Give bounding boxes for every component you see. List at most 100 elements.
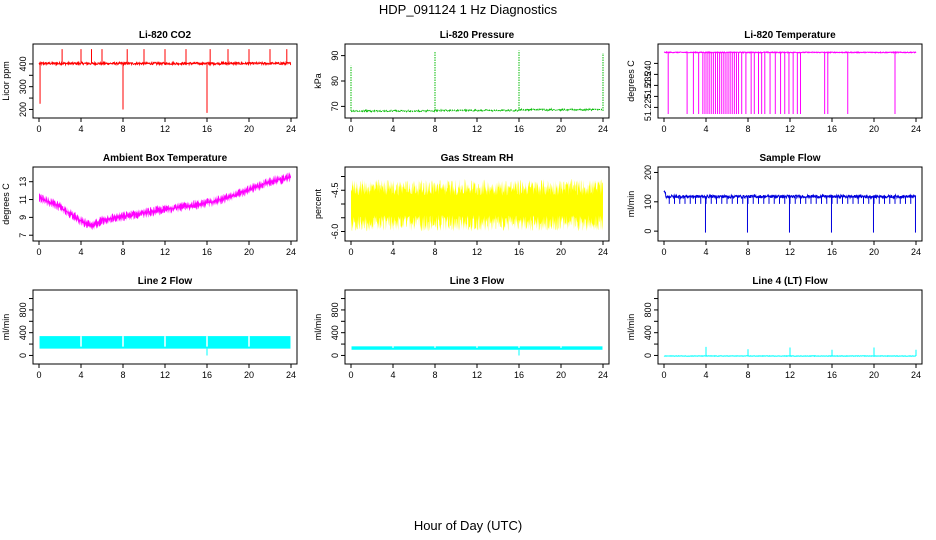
x-tick-label: 20 — [244, 124, 254, 134]
panel-1: Li-820 CO2 Licor ppm 0 4 8 12 16 20 24 200 300 400 — [1, 30, 298, 134]
y-tick-label: 400 — [18, 325, 28, 340]
y-axis-label: degrees C — [1, 183, 11, 225]
y-tick-label: 0 — [18, 353, 28, 358]
x-tick-label: 0 — [36, 370, 41, 380]
y-tick-label: 11 — [18, 195, 28, 204]
x-tick-label: 24 — [598, 370, 608, 380]
y-tick-label: 13 — [18, 177, 28, 187]
y-tick-label: 800 — [18, 302, 28, 317]
x-tick-label: 12 — [472, 124, 482, 134]
x-tick-label: 0 — [348, 247, 353, 257]
series-trace — [350, 107, 604, 113]
y-axis-label: ml/min — [626, 191, 636, 218]
x-tick-label: 20 — [244, 247, 254, 257]
x-tick-label: 12 — [785, 247, 795, 257]
x-tick-label: 4 — [390, 247, 395, 257]
x-tick-label: 4 — [78, 247, 83, 257]
x-tick-label: 16 — [202, 124, 212, 134]
y-tick-label: 0 — [643, 229, 653, 234]
panel-title: Sample Flow — [759, 153, 820, 164]
x-tick-label: 12 — [160, 247, 170, 257]
x-tick-label: 20 — [244, 370, 254, 380]
x-tick-label: 4 — [78, 370, 83, 380]
series-band — [351, 346, 603, 350]
y-tick-label: 90 — [330, 51, 340, 61]
x-tick-label: 4 — [703, 370, 708, 380]
x-tick-label: 20 — [869, 124, 879, 134]
x-tick-label: 0 — [36, 247, 41, 257]
y-tick-label: 51.240 — [643, 61, 653, 89]
y-axis-label: degrees C — [626, 60, 636, 102]
x-tick-label: 12 — [472, 370, 482, 380]
y-tick-label: 0 — [330, 353, 340, 358]
x-tick-label: 8 — [745, 370, 750, 380]
panel-title: Line 3 Flow — [450, 276, 505, 287]
y-tick-label: 70 — [330, 101, 340, 111]
plot-frame — [657, 166, 923, 242]
series-line — [663, 50, 917, 114]
x-tick-label: 24 — [286, 370, 296, 380]
panel-4: Ambient Box Temperature degrees C 0 4 8 12 16 2… — [1, 153, 298, 257]
y-tick-label: 51.235 — [643, 72, 653, 100]
x-tick-label: 20 — [556, 370, 566, 380]
y-tick-label: 800 — [643, 302, 653, 317]
x-tick-label: 8 — [120, 247, 125, 257]
x-tick-label: 12 — [785, 124, 795, 134]
y-tick-label: 200 — [643, 165, 653, 180]
plot-frame — [32, 289, 298, 365]
y-tick-label: 400 — [643, 325, 653, 340]
x-tick-label: 8 — [120, 370, 125, 380]
y-tick-label: 7 — [18, 233, 28, 238]
plot-frame — [344, 43, 610, 119]
x-tick-label: 16 — [202, 247, 212, 257]
series-band — [39, 172, 291, 231]
x-tick-label: 0 — [36, 124, 41, 134]
plot-frame — [657, 43, 923, 119]
x-tick-label: 8 — [745, 247, 750, 257]
x-tick-label: 8 — [432, 124, 437, 134]
y-tick-label: 9 — [18, 215, 28, 220]
x-tick-label: 16 — [514, 247, 524, 257]
figure-x-axis-label: Hour of Day (UTC) — [413, 518, 523, 533]
x-tick-label: 20 — [869, 247, 879, 257]
x-tick-label: 0 — [348, 124, 353, 134]
x-tick-label: 24 — [598, 247, 608, 257]
panel-5: Gas Stream RH percent 0 4 8 12 16 20 24 -6.0 -4.5 — [313, 153, 610, 257]
y-tick-label: 200 — [18, 102, 28, 117]
figure-title: HDP_091124 1 Hz Diagnostics — [378, 2, 558, 17]
x-tick-label: 8 — [432, 247, 437, 257]
y-tick-label: 300 — [18, 79, 28, 94]
x-tick-label: 12 — [160, 124, 170, 134]
x-tick-label: 20 — [869, 370, 879, 380]
y-tick-label: -6.0 — [330, 224, 340, 240]
x-tick-label: 16 — [514, 370, 524, 380]
panel-7: Line 2 Flow ml/min 0 4 8 12 16 20 24 0 400 800 — [1, 276, 298, 380]
panel-8: Line 3 Flow ml/min 0 4 8 12 16 20 24 0 400 800 — [313, 276, 610, 380]
x-tick-label: 16 — [827, 370, 837, 380]
y-axis-label: ml/min — [626, 314, 636, 341]
panel-title: Ambient Box Temperature — [103, 153, 228, 164]
series-line — [38, 49, 292, 113]
x-tick-label: 16 — [514, 124, 524, 134]
x-tick-label: 24 — [911, 124, 921, 134]
x-tick-label: 4 — [703, 124, 708, 134]
panel-title: Li-820 CO2 — [139, 30, 192, 41]
panel-6: Sample Flow ml/min 0 4 8 12 16 20 24 0 100 200 — [626, 153, 923, 257]
series-line — [39, 172, 291, 231]
series-line — [351, 346, 603, 356]
x-tick-label: 8 — [432, 370, 437, 380]
plot-frame — [32, 166, 298, 242]
x-tick-label: 12 — [472, 247, 482, 257]
x-tick-label: 24 — [286, 247, 296, 257]
y-tick-label: 0 — [643, 353, 653, 358]
series-line — [39, 336, 291, 356]
x-tick-label: 0 — [348, 370, 353, 380]
x-tick-label: 4 — [390, 124, 395, 134]
panel-9: Line 4 (LT) Flow ml/min 0 4 8 12 16 20 24 0 400 800 — [626, 276, 923, 380]
series-line — [663, 190, 917, 233]
x-tick-label: 16 — [202, 370, 212, 380]
x-tick-label: 12 — [160, 370, 170, 380]
x-tick-label: 24 — [286, 124, 296, 134]
y-tick-label: 800 — [330, 302, 340, 317]
